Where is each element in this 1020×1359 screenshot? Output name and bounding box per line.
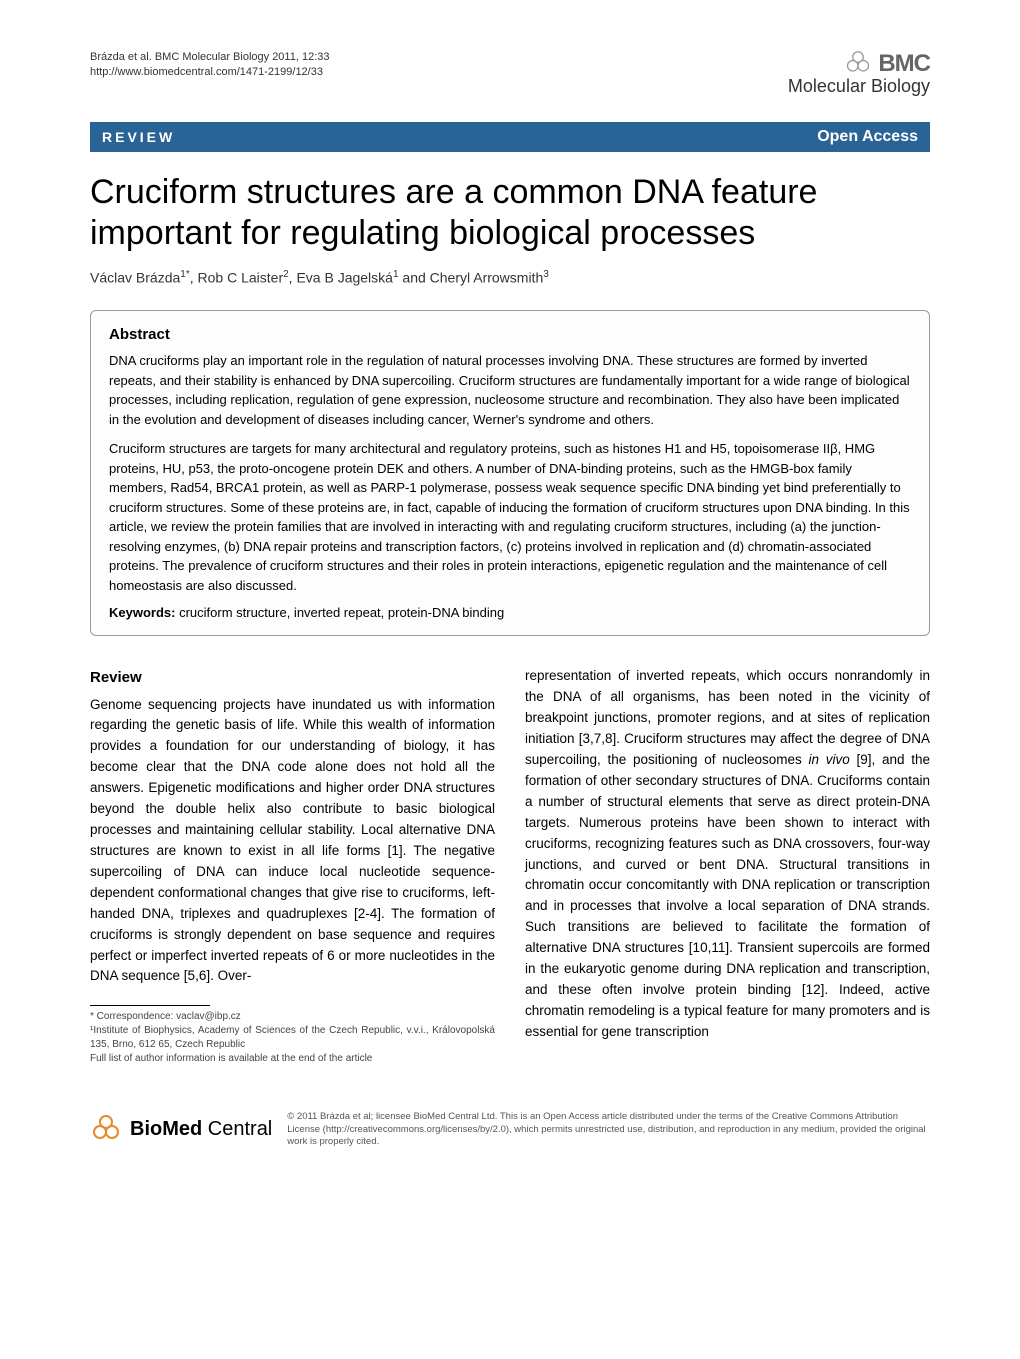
review-bar: REVIEW Open Access [90,122,930,152]
biomed-central-logo: BioMed Central [90,1114,272,1146]
citation-block: Brázda et al. BMC Molecular Biology 2011… [90,50,329,81]
body-paragraph: Genome sequencing projects have inundate… [90,695,495,988]
open-access-label: Open Access [817,128,918,146]
abstract-heading: Abstract [109,326,911,343]
correspondence-line: * Correspondence: vaclav@ibp.cz [90,1010,495,1024]
article-title: Cruciform structures are a common DNA fe… [90,172,930,254]
citation-url: http://www.biomedcentral.com/1471-2199/1… [90,65,329,80]
abstract-box: Abstract DNA cruciforms play an importan… [90,310,930,636]
citation-line: Brázda et al. BMC Molecular Biology 2011… [90,50,329,65]
full-author-list-line: Full list of author information is avail… [90,1052,495,1066]
page-footer: BioMed Central © 2011 Brázda et al; lice… [90,1096,930,1148]
affiliation-line: ¹Institute of Biophysics, Academy of Sci… [90,1024,495,1052]
journal-logo-bmc: BMC [878,50,930,78]
keywords-line: Keywords: cruciform structure, inverted … [109,605,911,620]
page-header: Brázda et al. BMC Molecular Biology 2011… [90,50,930,97]
author-list: Václav Brázda1*, Rob C Laister2, Eva B J… [90,269,930,286]
body-paragraph: representation of inverted repeats, whic… [525,666,930,1043]
biomed-central-text: BioMed Central [130,1118,272,1141]
keywords-text: cruciform structure, inverted repeat, pr… [175,605,504,620]
footnotes: * Correspondence: vaclav@ibp.cz ¹Institu… [90,1005,495,1066]
keywords-label: Keywords: [109,605,175,620]
license-text: © 2011 Brázda et al; licensee BioMed Cen… [287,1111,930,1148]
left-column: Review Genome sequencing projects have i… [90,666,495,1066]
body-columns: Review Genome sequencing projects have i… [90,666,930,1066]
abstract-paragraph: Cruciform structures are targets for man… [109,439,911,595]
footnotes-rule [90,1005,210,1006]
journal-logo-name: Molecular Biology [788,76,930,97]
review-section-heading: Review [90,666,495,689]
article-type-label: REVIEW [102,129,175,145]
abstract-paragraph: DNA cruciforms play an important role in… [109,351,911,429]
journal-logo: BMC Molecular Biology [788,50,930,97]
bmc-petals-icon [844,50,872,78]
bmc-petals-icon [90,1114,122,1146]
right-column: representation of inverted repeats, whic… [525,666,930,1066]
